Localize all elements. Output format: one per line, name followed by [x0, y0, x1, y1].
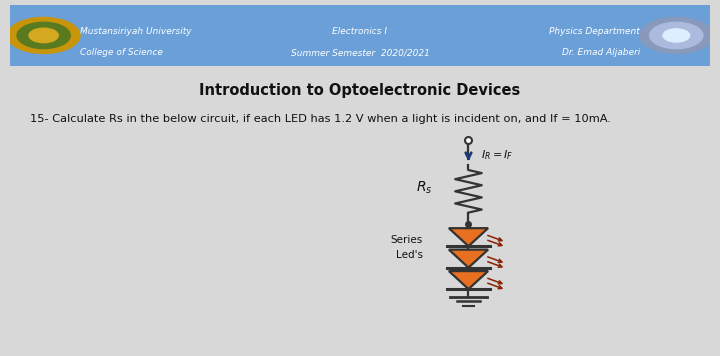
Text: Series
Led's: Series Led's [391, 236, 423, 260]
Text: Introduction to Optoelectronic Devices: Introduction to Optoelectronic Devices [199, 83, 521, 98]
Text: Electronics I: Electronics I [333, 27, 387, 36]
Text: College of Science: College of Science [80, 48, 163, 57]
Polygon shape [449, 271, 488, 289]
Text: Dr. Emad Aljaberi: Dr. Emad Aljaberi [562, 48, 640, 57]
Polygon shape [449, 250, 488, 268]
Text: Summer Semester  2020/2021: Summer Semester 2020/2021 [291, 48, 429, 57]
Circle shape [640, 17, 713, 53]
Circle shape [649, 22, 703, 48]
Polygon shape [449, 228, 488, 246]
Circle shape [29, 28, 58, 43]
Text: Mustansiriyah University: Mustansiriyah University [80, 27, 192, 36]
Text: $R_s$: $R_s$ [415, 180, 432, 196]
FancyBboxPatch shape [10, 5, 710, 66]
Circle shape [7, 17, 80, 53]
Text: 15- Calculate Rs in the below circuit, if each LED has 1.2 V when a light is inc: 15- Calculate Rs in the below circuit, i… [30, 114, 611, 124]
Circle shape [663, 29, 690, 42]
Text: $I_R = I_F$: $I_R = I_F$ [481, 148, 513, 162]
Text: Physics Department: Physics Department [549, 27, 640, 36]
Circle shape [17, 22, 71, 48]
